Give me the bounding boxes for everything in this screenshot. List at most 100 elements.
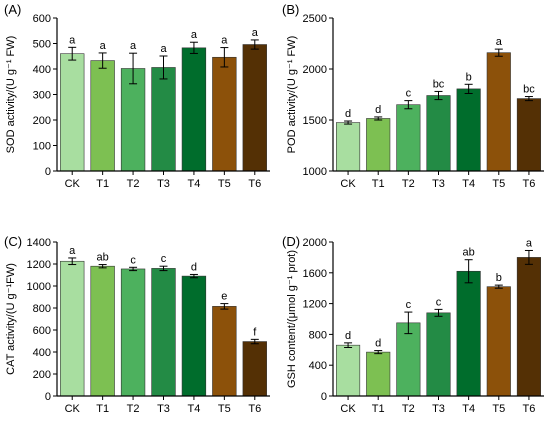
x-tick-label: T3 — [432, 403, 445, 415]
y-tick-label: 400 — [33, 64, 51, 76]
panel-label: (B) — [282, 2, 299, 17]
x-tick-label: T1 — [96, 403, 109, 415]
panel-label: (D) — [282, 234, 300, 249]
bar-CK — [60, 53, 85, 172]
chart-panel-2: (B) POD activity/(U g⁻¹ FW) 1000 1500 2000 25… — [282, 2, 544, 190]
y-tick-label: 1200 — [303, 299, 327, 311]
significance-label: c — [406, 299, 412, 311]
x-tick-label: CK — [65, 178, 81, 190]
y-tick-label: 1600 — [303, 268, 327, 280]
x-tick-label: T5 — [492, 178, 505, 190]
x-tick-label: T4 — [462, 403, 475, 415]
bar-T5 — [486, 52, 511, 172]
x-tick-label: T3 — [157, 403, 170, 415]
y-tick-label: 400 — [33, 347, 51, 359]
significance-label: a — [69, 34, 76, 46]
panel-label: (C) — [4, 234, 22, 249]
y-tick-label: 2000 — [303, 64, 327, 76]
bar-T5 — [212, 306, 237, 397]
significance-label: a — [130, 40, 137, 52]
significance-label: a — [160, 43, 167, 55]
x-tick-label: CK — [340, 403, 356, 415]
bar-T1 — [366, 118, 391, 172]
y-tick-label: 800 — [33, 303, 51, 315]
significance-label: a — [100, 40, 107, 52]
x-tick-label: T5 — [492, 403, 505, 415]
y-axis-title: GSH content/(μmol g⁻¹ prot) — [286, 250, 298, 388]
bar-T4 — [181, 275, 207, 397]
significance-label: bc — [523, 84, 535, 96]
significance-label: a — [526, 237, 533, 249]
bar-T6 — [516, 98, 541, 172]
y-tick-label: 200 — [33, 369, 51, 381]
x-tick-label: T2 — [402, 403, 415, 415]
y-tick-label: 100 — [33, 141, 51, 153]
significance-label: b — [496, 272, 502, 284]
y-tick-label: 600 — [33, 325, 51, 337]
x-tick-label: T5 — [218, 178, 231, 190]
x-tick-label: CK — [340, 178, 356, 190]
significance-label: b — [466, 71, 472, 83]
x-tick-label: T4 — [188, 403, 201, 415]
significance-label: a — [496, 36, 503, 48]
significance-label: f — [253, 326, 257, 338]
x-tick-label: T2 — [127, 403, 140, 415]
x-tick-label: T2 — [402, 178, 415, 190]
y-tick-label: 1000 — [27, 281, 51, 293]
significance-label: c — [436, 296, 442, 308]
y-tick-label: 0 — [45, 166, 51, 178]
bar-T5 — [212, 56, 237, 172]
x-tick-label: CK — [65, 403, 81, 415]
y-tick-label: 200 — [33, 115, 51, 127]
x-tick-label: T6 — [248, 178, 261, 190]
y-tick-label: 300 — [33, 90, 51, 102]
y-tick-label: 2000 — [303, 237, 327, 249]
significance-label: a — [252, 27, 259, 39]
chart-panel-1: (A) SOD activity/(U g⁻¹ FW) 0 100 200 300 400 5… — [4, 2, 270, 190]
bar-CK — [336, 344, 361, 397]
bar-CK — [60, 260, 85, 397]
bar-T6 — [242, 341, 267, 397]
y-tick-label: 1000 — [303, 166, 327, 178]
significance-label: bc — [433, 78, 445, 90]
bar-T4 — [456, 270, 481, 397]
significance-label: c — [406, 88, 412, 100]
bar-T5 — [486, 286, 511, 397]
x-tick-label: T1 — [372, 178, 385, 190]
y-tick-label: 1200 — [27, 259, 51, 271]
bar-T6 — [516, 257, 541, 397]
x-tick-label: T1 — [372, 403, 385, 415]
significance-label: a — [191, 29, 198, 41]
bar-T4 — [181, 47, 207, 172]
bar-T3 — [151, 67, 176, 172]
y-tick-label: 500 — [33, 39, 51, 51]
bar-CK — [336, 122, 361, 172]
y-tick-label: 0 — [45, 391, 51, 403]
significance-label: c — [130, 254, 136, 266]
y-tick-label: 0 — [321, 391, 327, 403]
panel-label: (A) — [4, 2, 21, 17]
x-tick-label: T4 — [188, 178, 201, 190]
bar-T3 — [426, 95, 451, 172]
bar-T2 — [120, 268, 146, 397]
y-tick-label: 400 — [309, 360, 327, 372]
y-axis-title: SOD activity/(U g⁻¹ FW) — [5, 36, 17, 154]
significance-label: d — [345, 330, 351, 342]
significance-label: a — [221, 35, 228, 47]
x-tick-label: T2 — [127, 178, 140, 190]
significance-label: ab — [97, 252, 109, 264]
y-axis-title: CAT activity/(U g⁻¹FW) — [5, 263, 17, 375]
bar-T1 — [90, 265, 115, 397]
significance-label: d — [375, 338, 381, 350]
y-tick-label: 800 — [309, 329, 327, 341]
x-tick-label: T1 — [96, 178, 109, 190]
significance-label: d — [345, 108, 351, 120]
significance-label: d — [375, 104, 381, 116]
x-tick-label: T6 — [248, 403, 261, 415]
y-tick-label: 1400 — [27, 237, 51, 249]
bar-T3 — [151, 268, 176, 397]
bar-T1 — [90, 60, 115, 172]
significance-label: d — [191, 261, 197, 273]
bar-T1 — [366, 351, 391, 397]
x-tick-label: T6 — [523, 403, 536, 415]
